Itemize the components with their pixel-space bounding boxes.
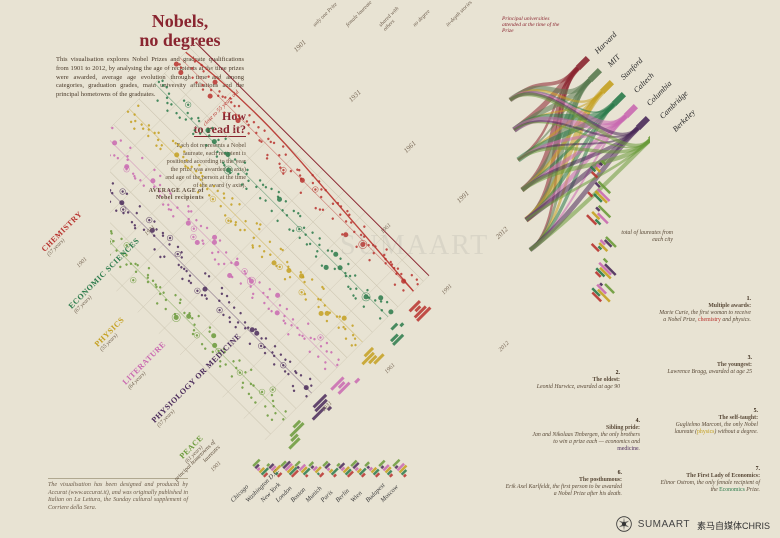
city-note: total of laureates from each city bbox=[618, 230, 673, 244]
legend-item: in-depth stories bbox=[445, 0, 476, 28]
annotation: 5.The self-taught:Guglielmo Marconi, the… bbox=[660, 408, 758, 436]
annotation: 3.The youngest:Lawrence Bragg, awarded a… bbox=[660, 355, 752, 376]
brand-right: 素马自媒体CHRIS bbox=[697, 519, 770, 532]
legend-item: shared with others bbox=[378, 0, 413, 33]
year-tick-inner: 1901 bbox=[76, 256, 89, 269]
legend-item: no degree bbox=[412, 0, 443, 28]
legend-item: only one Prize bbox=[312, 0, 343, 28]
sumaart-logo-icon bbox=[616, 516, 632, 532]
annotation: 4.Sibling pride:Jan and Nikolaas Tinberg… bbox=[532, 418, 640, 453]
university-label: Berkeley bbox=[671, 108, 697, 134]
annotation: 6.The posthumous:Erik Axel Karlfeldt, th… bbox=[504, 470, 622, 498]
trend-label: AVERAGE AGE of Nobel recipients bbox=[134, 188, 204, 202]
legend-item: female laureate bbox=[345, 0, 376, 28]
uni-note: Principal universities attended at the t… bbox=[502, 16, 562, 34]
watermark: SUMAART bbox=[340, 230, 489, 262]
brand-footer: SUMAART bbox=[616, 516, 690, 532]
category-label: CHEMISTRY(57 years) bbox=[40, 209, 88, 257]
annotation: 1.Multiple awards:Marie Curie, the first… bbox=[656, 296, 751, 324]
annotation: 2.The oldest:Leonid Hurwicz, awarded at … bbox=[532, 370, 620, 391]
annotation: 7.The First Lady of Economics:Elinor Ost… bbox=[660, 466, 760, 494]
